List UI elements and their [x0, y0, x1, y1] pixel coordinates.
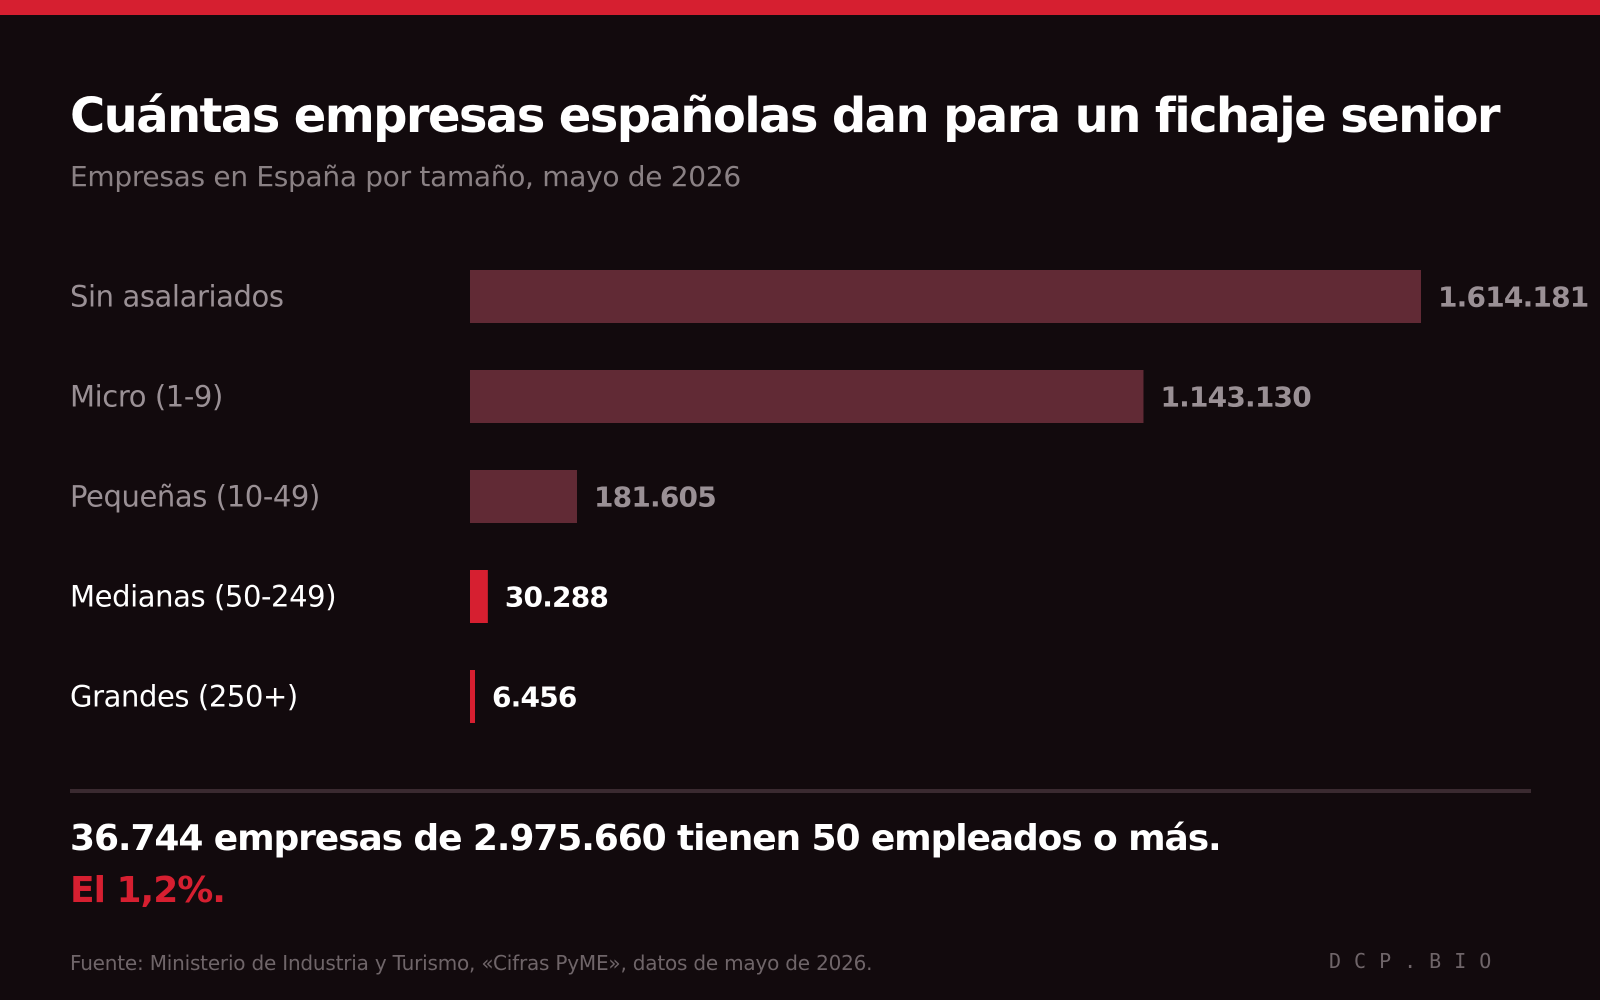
bar: [470, 670, 475, 723]
category-label: Sin asalariados: [70, 280, 284, 314]
value-label: 30.288: [505, 581, 608, 614]
brand-mark: DCP.BIO: [1329, 949, 1505, 973]
category-label: Micro (1-9): [70, 380, 223, 414]
bar: [470, 470, 577, 523]
value-label: 6.456: [492, 681, 577, 714]
chart-title: Cuántas empresas españolas dan para un f…: [70, 88, 1501, 144]
chart-subtitle: Empresas en España por tamaño, mayo de 2…: [70, 160, 741, 193]
category-label: Grandes (250+): [70, 680, 298, 714]
top-accent-bar: [0, 0, 1600, 15]
value-label: 1.614.181: [1438, 281, 1588, 314]
bar-chart: Sin asalariados 1.614.181 Micro (1-9) 1.143…: [70, 270, 1589, 723]
summary-highlight: El 1,2%.: [70, 870, 226, 911]
value-label: 181.605: [594, 481, 716, 514]
category-label: Pequeñas (10-49): [70, 480, 320, 514]
source-note: Fuente: Ministerio de Industria y Turism…: [70, 951, 873, 975]
bar: [470, 570, 488, 623]
summary-text: 36.744 empresas de 2.975.660 tienen 50 e…: [70, 818, 1222, 859]
category-label: Medianas (50-249): [70, 580, 336, 614]
bar: [470, 370, 1144, 423]
divider: [70, 789, 1531, 793]
bar: [470, 270, 1421, 323]
value-label: 1.143.130: [1160, 381, 1311, 414]
